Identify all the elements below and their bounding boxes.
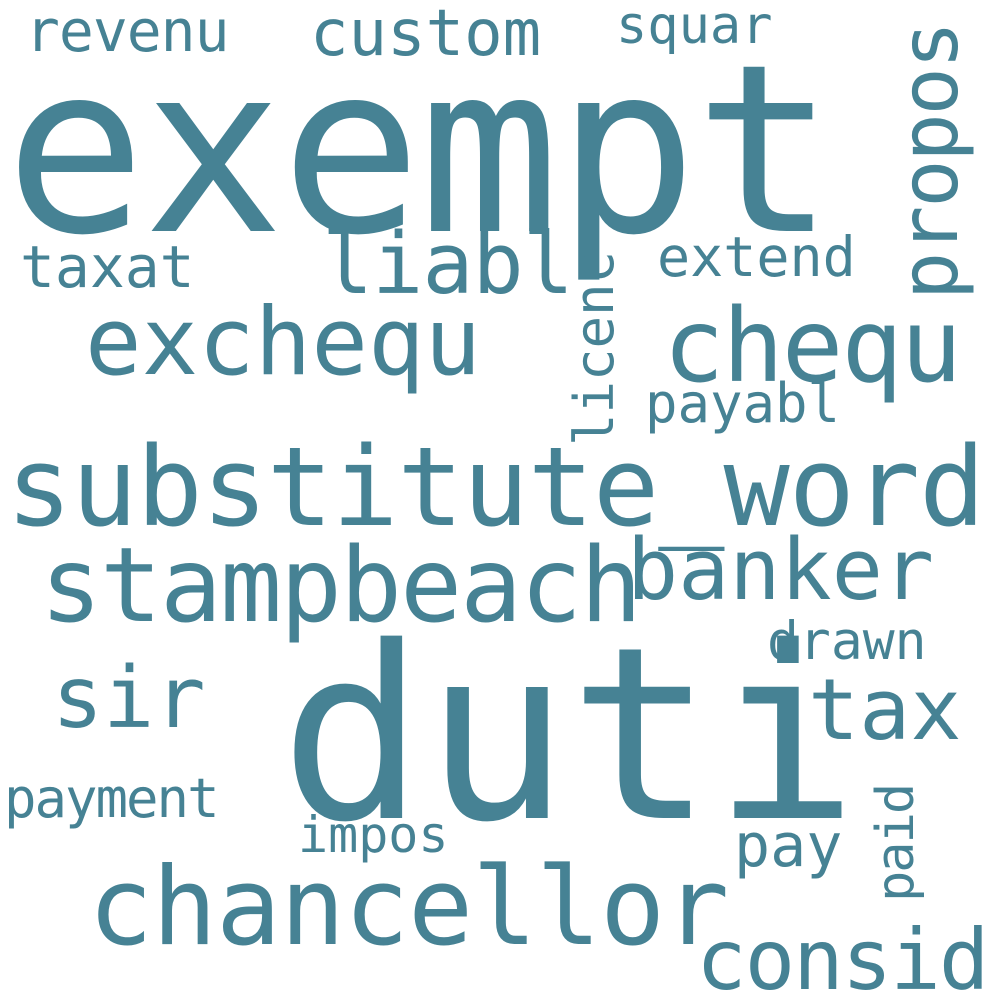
word-licenc: licenc — [563, 250, 626, 446]
word-propos: propos — [883, 23, 976, 300]
word-exchequ: exchequ — [85, 288, 482, 397]
word-exempt: exempt — [5, 15, 835, 287]
word-chancellor: chancellor — [88, 845, 729, 970]
word-custom: custom — [310, 0, 542, 71]
word-liabl: liabl — [322, 215, 574, 314]
word-drawn: drawn — [767, 611, 927, 672]
word-sir: sir — [52, 649, 206, 748]
word-banker: banker — [627, 521, 935, 620]
word-taxat: taxat — [20, 233, 195, 301]
word-squar: squar — [616, 0, 773, 56]
word-impos: impos — [298, 806, 449, 864]
word-stampbeach: stampbeach — [40, 526, 642, 646]
word-revenu: revenu — [25, 0, 230, 65]
word-payabl: payabl — [645, 372, 841, 435]
word-substitute-word: substitute_word — [6, 423, 985, 551]
word-chequ: chequ — [663, 287, 962, 406]
word-pay: pay — [734, 811, 843, 881]
word-tax: tax — [808, 661, 962, 760]
word-extend: extend — [657, 225, 856, 289]
word-payment: payment — [4, 767, 220, 830]
word-consid: consid — [696, 911, 989, 1000]
word-duti: duti — [280, 595, 858, 875]
word-paid: paid — [866, 784, 926, 902]
